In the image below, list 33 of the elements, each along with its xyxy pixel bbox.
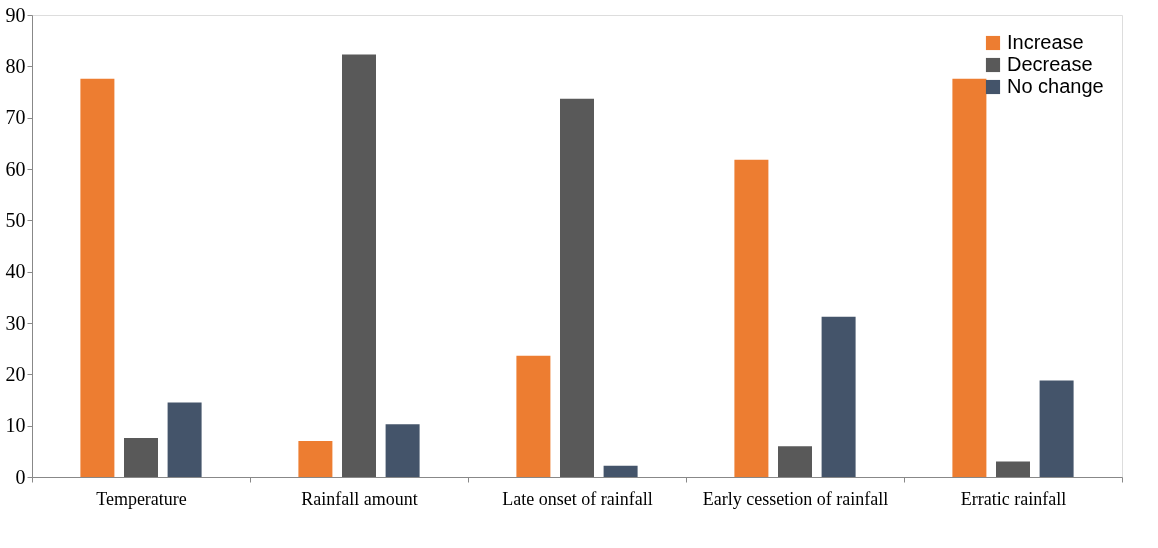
bar xyxy=(821,316,856,477)
bar xyxy=(734,159,769,477)
bar xyxy=(516,355,551,477)
bar xyxy=(298,441,333,477)
y-tick-label: 40 xyxy=(5,260,26,283)
bar xyxy=(996,461,1030,477)
bar xyxy=(167,402,202,477)
y-tick-label: 50 xyxy=(5,208,26,231)
bar xyxy=(603,465,638,477)
bar xyxy=(778,446,812,477)
bar xyxy=(124,437,158,477)
bar xyxy=(342,54,376,477)
legend-label: Increase xyxy=(1007,31,1084,53)
bar xyxy=(560,98,594,477)
legend-label: Decrease xyxy=(1007,53,1093,75)
legend-label: No change xyxy=(1007,75,1104,97)
x-tick-label: Temperature xyxy=(96,488,187,509)
y-tick-label: 90 xyxy=(5,3,26,26)
x-tick-label: Erratic rainfall xyxy=(960,488,1067,509)
bar xyxy=(952,78,987,477)
y-tick-label: 60 xyxy=(5,157,26,180)
y-tick-label: 70 xyxy=(5,106,26,129)
x-tick-label: Late onset of rainfall xyxy=(502,488,653,509)
y-tick-label: 20 xyxy=(5,362,26,385)
bar xyxy=(1039,380,1074,477)
bar xyxy=(80,78,115,477)
bar xyxy=(385,424,420,477)
y-tick-label: 0 xyxy=(15,465,26,488)
y-tick-label: 30 xyxy=(5,311,26,334)
x-tick-label: Early cessetion of rainfall xyxy=(702,488,889,509)
x-tick-label: Rainfall amount xyxy=(301,488,418,509)
y-tick-label: 80 xyxy=(5,54,26,77)
y-tick-label: 10 xyxy=(5,414,26,437)
